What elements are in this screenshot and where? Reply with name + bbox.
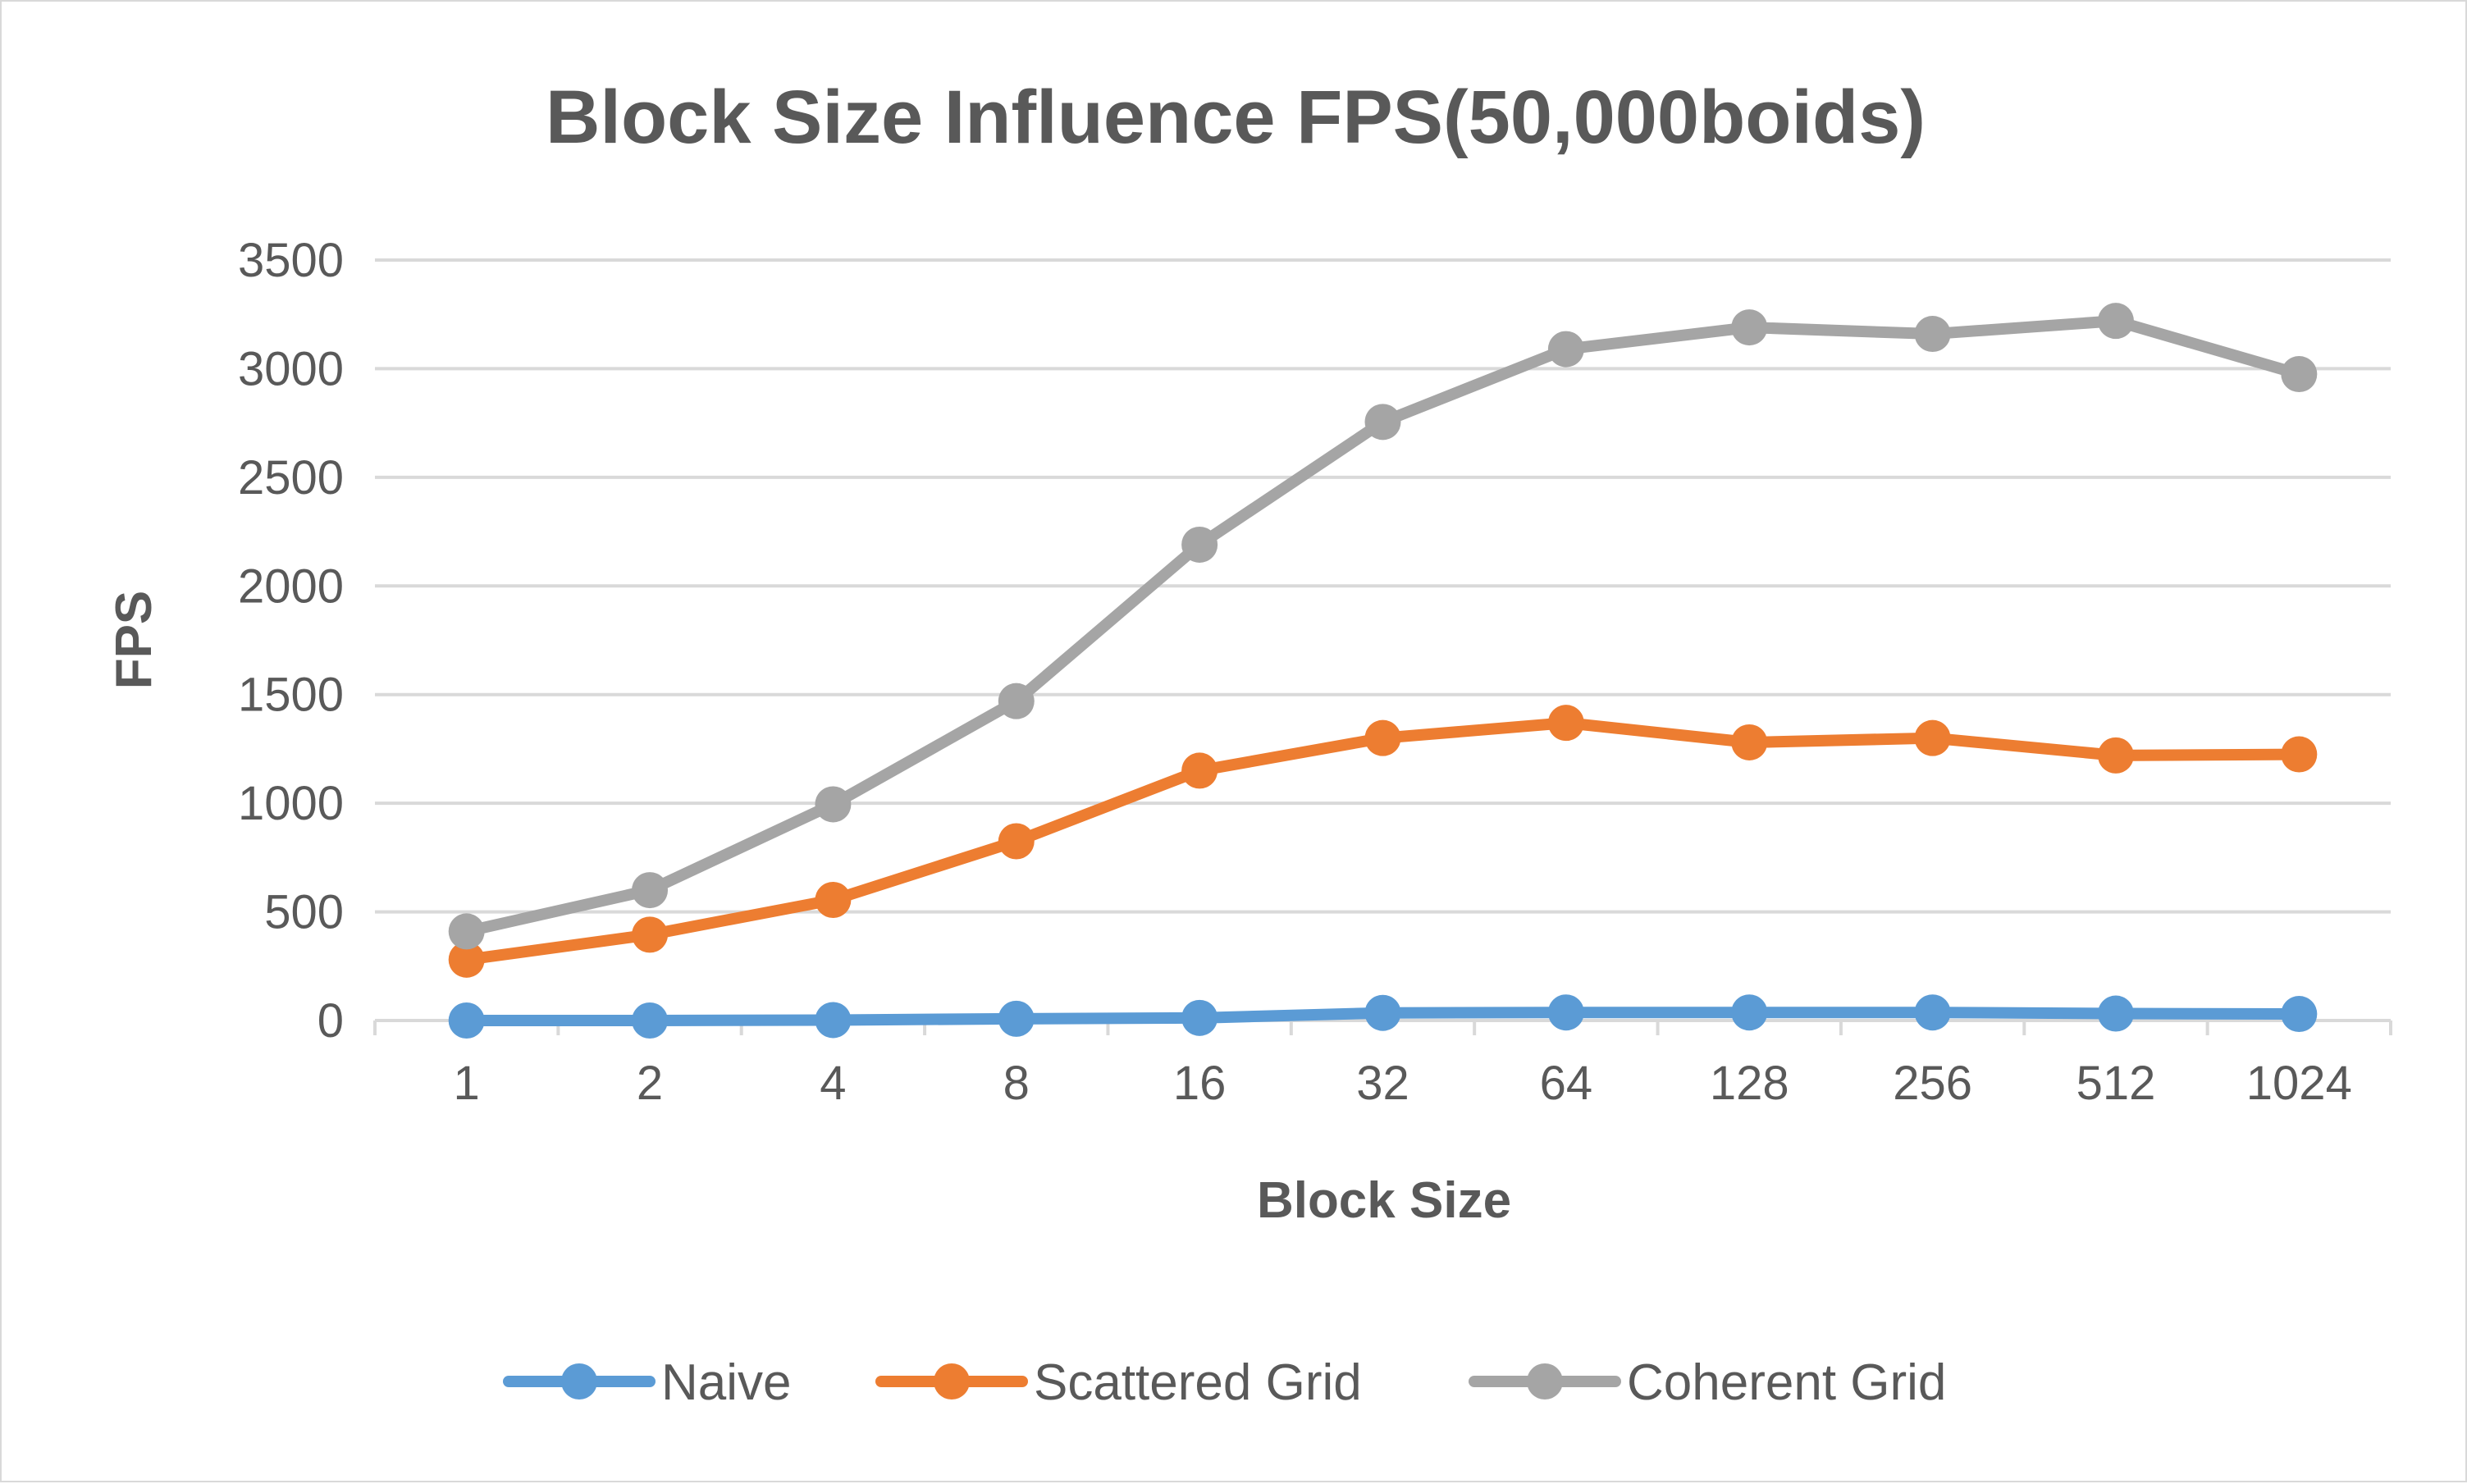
- y-tick-label: 1000: [238, 777, 344, 830]
- data-point: [815, 786, 852, 823]
- data-point: [1364, 404, 1401, 441]
- y-axis-label: FPS: [106, 591, 162, 690]
- x-tick-label: 8: [1003, 1057, 1030, 1110]
- data-point: [632, 872, 669, 909]
- y-axis-ticks: 0 500 1000 1500 2000 2500 3000 3500: [238, 234, 344, 1048]
- gridlines: [375, 258, 2391, 914]
- data-point: [1547, 331, 1584, 368]
- y-tick-label: 0: [318, 994, 344, 1048]
- chart-title: Block Size Influence FPS(50,000boids): [546, 75, 1926, 159]
- y-tick-label: 3000: [238, 342, 344, 395]
- legend-item: Scattered Grid: [875, 1354, 1362, 1411]
- data-point: [1914, 719, 1951, 756]
- data-point: [1181, 526, 1218, 563]
- data-point: [1547, 994, 1584, 1031]
- series-naive: [448, 994, 2318, 1039]
- legend-swatch-marker: [934, 1363, 970, 1400]
- legend: Naive Scattered Grid Coherent Grid: [503, 1354, 1946, 1411]
- x-tick-label: 1024: [2246, 1057, 2352, 1110]
- x-tick-label: 128: [1710, 1057, 1789, 1110]
- data-point: [1547, 705, 1584, 742]
- data-point: [1914, 994, 1951, 1031]
- x-axis: 1 2 4 8 16 32 64 128 256 512 1024: [373, 1019, 2392, 1110]
- data-point: [815, 882, 852, 919]
- data-point: [448, 941, 485, 978]
- data-point: [1364, 994, 1401, 1031]
- legend-swatch-marker: [1527, 1363, 1563, 1400]
- y-tick-label: 3500: [238, 234, 344, 287]
- data-point: [2097, 303, 2134, 340]
- x-tick-label: 32: [1356, 1057, 1409, 1110]
- data-point: [2281, 356, 2318, 393]
- data-point: [2097, 737, 2134, 774]
- x-axis-label: Block Size: [1257, 1172, 1511, 1229]
- legend-item: Naive: [503, 1354, 792, 1411]
- data-point: [998, 683, 1035, 719]
- series-scattered-grid: [448, 705, 2318, 978]
- y-tick-label: 2500: [238, 451, 344, 505]
- series-layer: [448, 303, 2318, 1039]
- data-point: [815, 1002, 852, 1039]
- y-tick-label: 1500: [238, 669, 344, 722]
- y-tick-label: 2000: [238, 559, 344, 613]
- data-point: [2281, 996, 2318, 1033]
- x-tick-label: 2: [637, 1057, 663, 1110]
- data-point: [2097, 995, 2134, 1032]
- x-tick-label: 256: [1893, 1057, 1972, 1110]
- legend-swatch-marker: [561, 1363, 597, 1400]
- data-point: [448, 1002, 485, 1039]
- data-point: [1731, 724, 1768, 760]
- x-tick-label: 1: [454, 1057, 480, 1110]
- data-point: [1181, 752, 1218, 789]
- legend-label: Naive: [661, 1354, 792, 1411]
- data-point: [1914, 316, 1951, 353]
- data-point: [1731, 994, 1768, 1031]
- data-point: [998, 1000, 1035, 1037]
- data-point: [448, 913, 485, 950]
- data-point: [1364, 719, 1401, 756]
- data-point: [1181, 999, 1218, 1036]
- legend-label: Scattered Grid: [1034, 1354, 1362, 1411]
- x-tick-label: 16: [1173, 1057, 1227, 1110]
- data-point: [1731, 309, 1768, 346]
- data-point: [998, 823, 1035, 860]
- y-tick-label: 500: [264, 886, 344, 939]
- data-point: [632, 1002, 669, 1039]
- series-coherent-grid: [448, 303, 2318, 950]
- legend-label: Coherent Grid: [1627, 1354, 1946, 1411]
- x-tick-label: 4: [820, 1057, 846, 1110]
- x-tick-label: 512: [2076, 1057, 2156, 1110]
- legend-item: Coherent Grid: [1469, 1354, 1946, 1411]
- data-point: [2281, 736, 2318, 773]
- x-tick-label: 64: [1540, 1057, 1593, 1110]
- data-point: [632, 916, 669, 953]
